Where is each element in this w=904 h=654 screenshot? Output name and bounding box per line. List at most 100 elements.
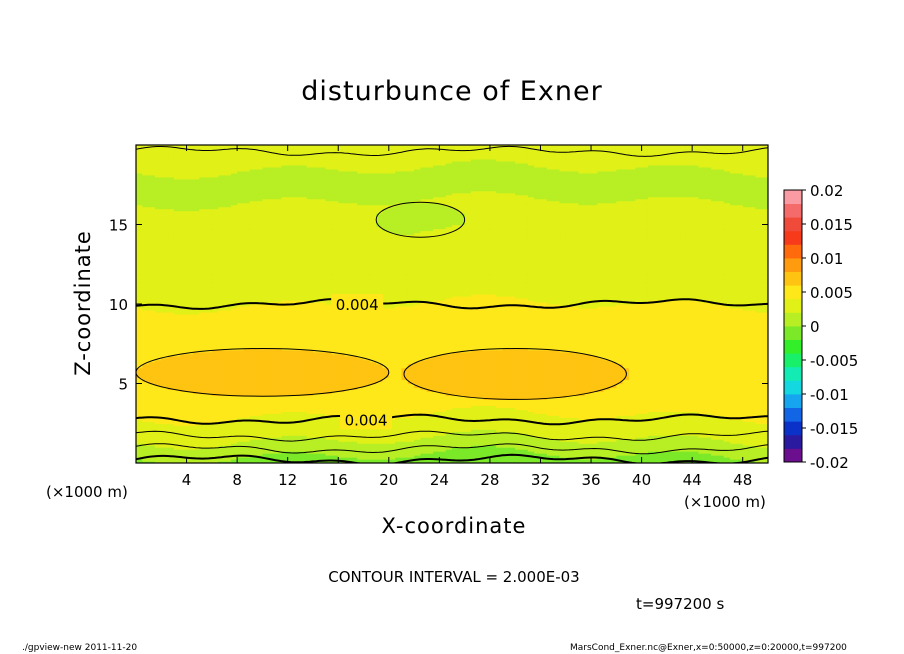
field-cell [660, 401, 668, 404]
field-cell [243, 393, 251, 397]
field-cell [275, 461, 282, 463]
field-cell [673, 397, 681, 400]
field-cell [262, 417, 270, 420]
field-cell [369, 395, 377, 399]
field-cell [584, 377, 592, 381]
field-cell [660, 385, 668, 389]
field-cell [287, 427, 295, 430]
field-cell [673, 401, 681, 404]
field-cell [224, 461, 232, 463]
field-cell [275, 437, 282, 440]
field-cell [496, 385, 504, 389]
field-cell [508, 435, 516, 438]
field-cell [224, 397, 232, 400]
field-cell [749, 373, 756, 377]
field-cell [224, 377, 232, 381]
field-cell [199, 367, 207, 371]
field-cell [610, 379, 617, 383]
field-cell [692, 393, 700, 397]
field-cell [508, 369, 516, 373]
field-cell [628, 455, 636, 458]
field-cell [395, 451, 403, 454]
field-cell [521, 411, 529, 414]
field-cell [742, 441, 750, 444]
field-cell [603, 437, 611, 440]
field-cell [717, 427, 725, 430]
field-cell [679, 375, 687, 379]
field-cell [420, 461, 428, 463]
field-cell [622, 367, 630, 371]
field-cell [534, 407, 542, 410]
field-cell [331, 409, 339, 412]
field-cell [401, 443, 409, 446]
field-cell [294, 383, 301, 387]
field-cell [167, 371, 175, 375]
field-cell [502, 363, 510, 367]
field-cell [515, 369, 523, 373]
field-cell [224, 365, 232, 369]
field-cell [692, 399, 700, 402]
field-cell [325, 365, 333, 369]
field-cell [300, 425, 308, 428]
field-cell [281, 391, 289, 395]
field-cell [262, 399, 270, 402]
field-cell [388, 381, 396, 385]
field-cell [287, 391, 295, 395]
field-cell [338, 371, 346, 375]
field-cell [142, 367, 150, 371]
field-cell [180, 423, 188, 426]
field-cell [154, 407, 162, 410]
field-cell [401, 429, 409, 432]
field-cell [622, 397, 630, 400]
field-cell [521, 427, 529, 430]
field-cell [363, 365, 371, 369]
field-cell [464, 371, 472, 375]
field-cell [622, 441, 630, 444]
field-cell [136, 447, 143, 450]
field-cell [559, 401, 567, 404]
field-cell [357, 453, 365, 456]
field-cell [508, 365, 516, 369]
field-cell [730, 439, 737, 442]
field-cell [369, 373, 377, 377]
field-cell [306, 459, 314, 462]
field-cell [628, 375, 636, 379]
field-cell [616, 391, 624, 395]
field-cell [452, 443, 459, 446]
field-cell [407, 405, 415, 408]
field-cell [426, 381, 434, 385]
field-cell [698, 421, 706, 424]
field-cell [395, 407, 403, 410]
field-cell [300, 411, 308, 414]
field-cell [281, 413, 289, 416]
field-cell [597, 461, 605, 463]
field-cell [591, 459, 598, 462]
field-cell [660, 457, 668, 460]
field-cell [420, 375, 428, 379]
field-cell [338, 381, 346, 385]
field-cell [553, 431, 561, 434]
field-cell [237, 425, 245, 428]
field-cell [647, 413, 655, 416]
field-cell [755, 423, 763, 426]
field-cell [237, 437, 245, 440]
field-cell [401, 433, 409, 436]
field-cell [736, 407, 744, 410]
field-cell [483, 449, 491, 452]
field-cell [306, 453, 314, 456]
field-cell [376, 391, 384, 395]
field-cell [325, 457, 333, 460]
field-cell [243, 453, 251, 456]
field-cell [717, 437, 725, 440]
field-cell [470, 409, 478, 412]
field-cell [508, 423, 516, 426]
field-cell [452, 389, 459, 393]
field-cell [673, 369, 681, 373]
field-cell [730, 405, 737, 408]
field-cell [755, 437, 763, 440]
field-cell [433, 397, 440, 400]
field-cell [591, 405, 598, 408]
field-cell [161, 387, 169, 391]
field-cell [319, 371, 327, 375]
field-cell [761, 431, 768, 434]
